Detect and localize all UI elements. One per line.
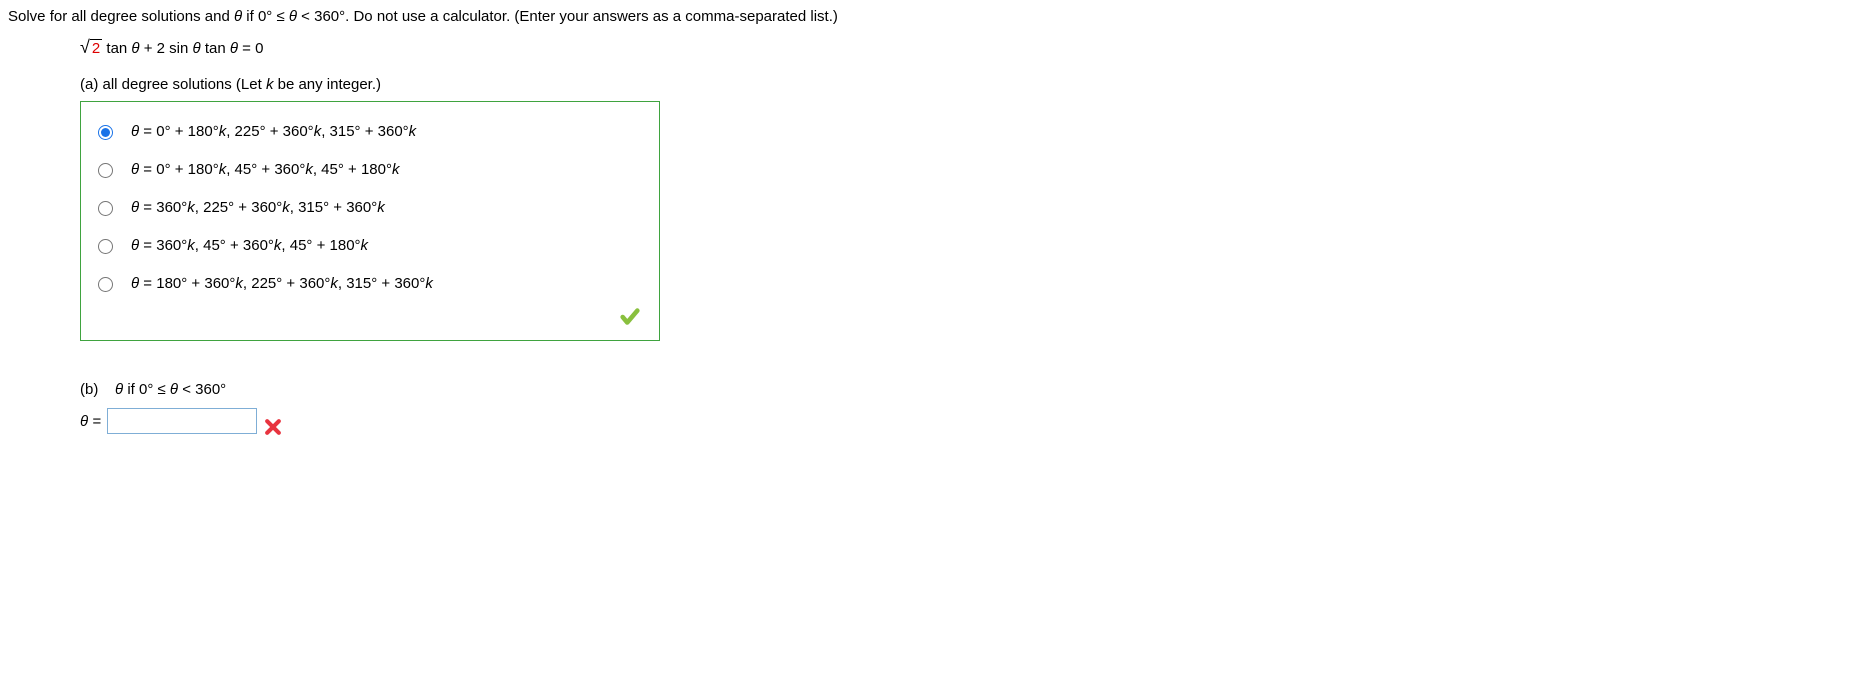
answer-input[interactable] (107, 408, 257, 434)
part-a-text: (a) all degree solutions (Let (80, 76, 266, 93)
option-row-4: θ = 180° + 360°k, 225° + 360°k, 315° + 3… (93, 264, 641, 302)
option-row-2: θ = 360°k, 225° + 360°k, 315° + 360°k (93, 188, 641, 226)
part-a-label: (a) all degree solutions (Let k be any i… (80, 76, 1846, 93)
part-a-end: be any integer.) (273, 76, 381, 93)
option-row-0: θ = 0° + 180°k, 225° + 360°k, 315° + 360… (93, 112, 641, 150)
option-row-3: θ = 360°k, 45° + 360°k, 45° + 180°k (93, 226, 641, 264)
feedback-row (93, 302, 641, 332)
sqrt-symbol: √ (80, 37, 90, 57)
part-b-label: (b) θ if 0° ≤ θ < 360° (80, 381, 1846, 398)
option-label-2: θ = 360°k, 225° + 360°k, 315° + 360°k (131, 199, 385, 216)
answer-row: θ = (80, 408, 1846, 434)
prompt-cond: if 0° ≤ (242, 8, 289, 25)
check-icon (619, 306, 641, 332)
sqrt-expression: √2 (80, 37, 102, 58)
question-prompt: Solve for all degree solutions and θ if … (8, 8, 1846, 25)
options-box: θ = 0° + 180°k, 225° + 360°k, 315° + 360… (80, 101, 660, 341)
option-radio-3[interactable] (98, 239, 113, 254)
radicand: 2 (90, 39, 102, 57)
option-row-1: θ = 0° + 180°k, 45° + 360°k, 45° + 180°k (93, 150, 641, 188)
option-label-3: θ = 360°k, 45° + 360°k, 45° + 180°k (131, 237, 368, 254)
option-radio-2[interactable] (98, 201, 113, 216)
option-label-4: θ = 180° + 360°k, 225° + 360°k, 315° + 3… (131, 275, 433, 292)
option-radio-4[interactable] (98, 277, 113, 292)
prompt-prefix: Solve for all degree solutions and (8, 8, 234, 25)
option-label-1: θ = 0° + 180°k, 45° + 360°k, 45° + 180°k (131, 161, 399, 178)
option-radio-1[interactable] (98, 163, 113, 178)
part-b-cond: θ (115, 381, 123, 398)
theta-equals: θ = (80, 413, 101, 430)
part-b-prefix: (b) (80, 381, 98, 398)
option-radio-0[interactable] (98, 125, 113, 140)
prompt-cond2: < 360°. Do not use a calculator. (Enter … (297, 8, 838, 25)
cross-icon (263, 417, 283, 441)
theta-var: θ (234, 8, 242, 25)
equation: √2 tan θ + 2 sin θ tan θ = 0 (80, 37, 1846, 58)
theta-var2: θ (289, 8, 297, 25)
option-label-0: θ = 0° + 180°k, 225° + 360°k, 315° + 360… (131, 123, 416, 140)
equation-rest: tan θ + 2 sin θ tan θ = 0 (102, 40, 263, 57)
